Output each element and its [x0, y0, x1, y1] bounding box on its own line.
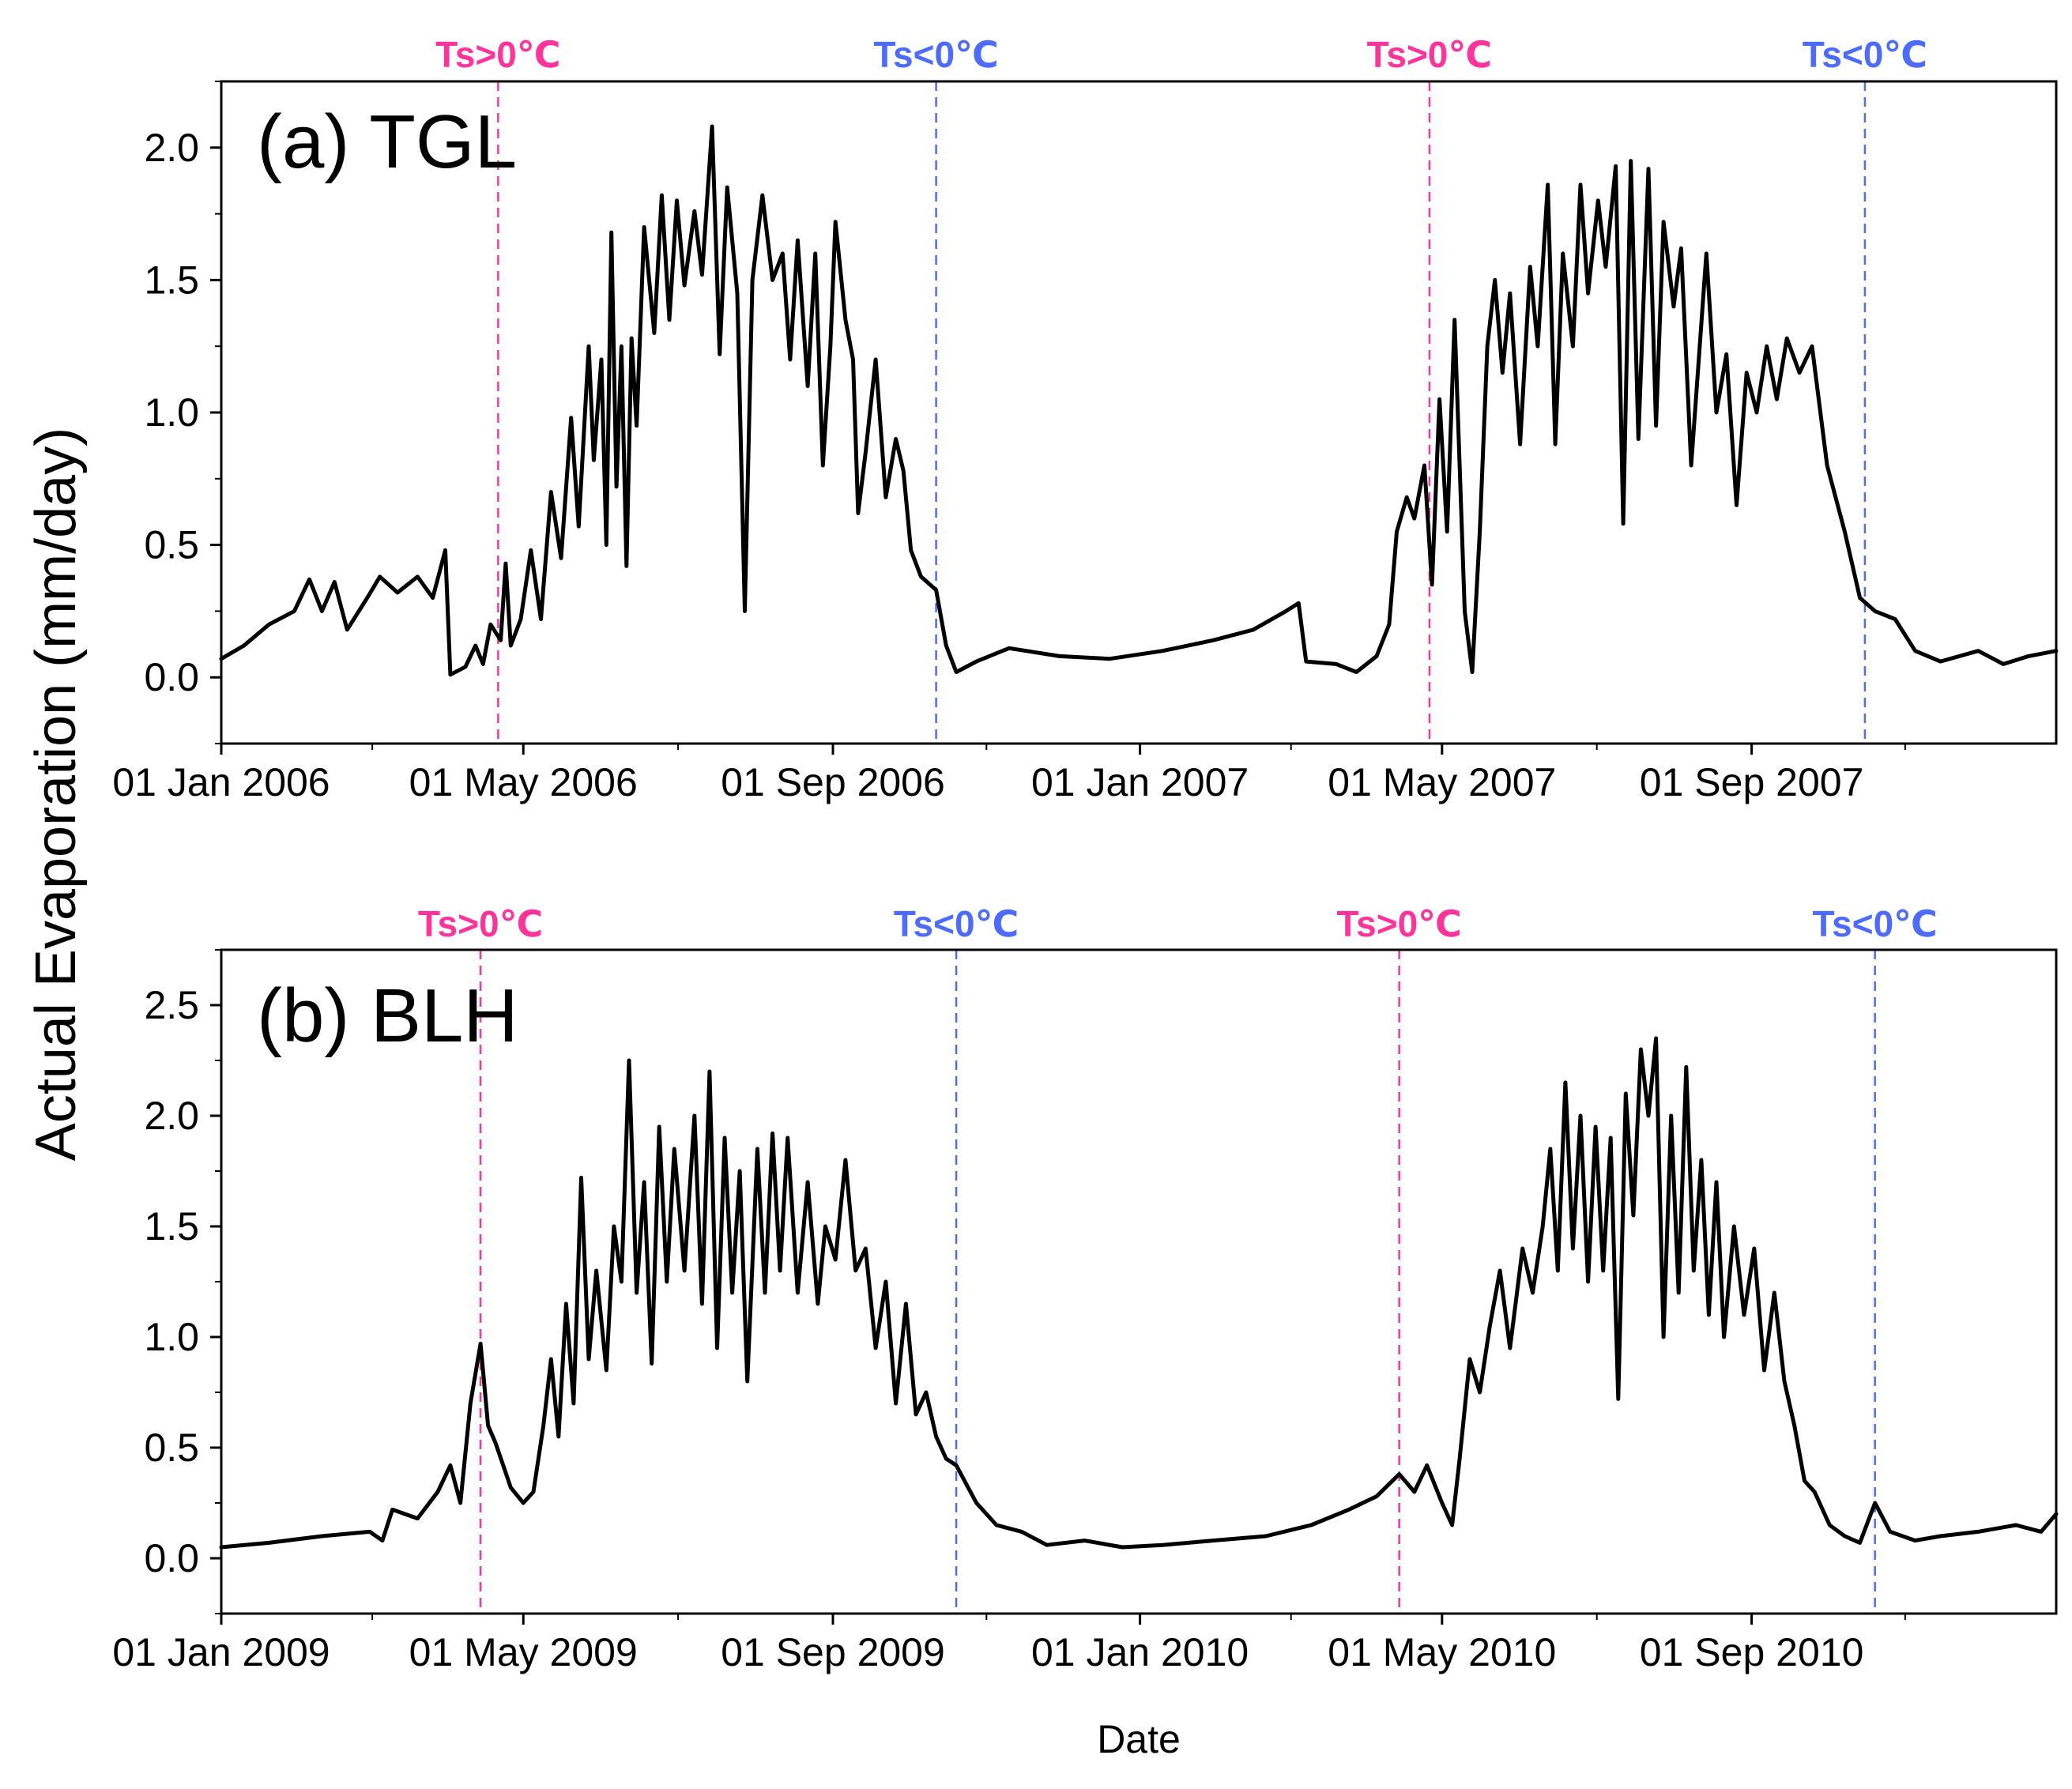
- x-tick-label-4: 01 May 2010: [1328, 1630, 1556, 1674]
- panel-a-y-axis: 0.0 0.5 1.0 1.5 2.0: [144, 81, 221, 744]
- marker-label-1: Ts>0℃: [418, 903, 543, 944]
- y-tick-label-2: 1.0: [144, 390, 199, 435]
- x-tick-label-1: 01 May 2009: [409, 1630, 638, 1674]
- x-tick-label-2: 01 Sep 2009: [721, 1630, 945, 1674]
- y-tick-label-4: 2.0: [144, 1094, 199, 1138]
- marker-label-4: Ts<0℃: [1812, 903, 1937, 944]
- panel-b-label: (b) BLH: [257, 974, 518, 1058]
- marker-label-2: Ts<0℃: [873, 34, 998, 75]
- y-tick-label-3: 1.5: [144, 258, 199, 302]
- marker-label-1: Ts>0℃: [435, 34, 560, 75]
- marker-label-3: Ts>0℃: [1336, 903, 1461, 944]
- panel-a-label: (a) TGL: [257, 100, 517, 184]
- y-tick-label-5: 2.5: [144, 983, 199, 1027]
- x-tick-label-1: 01 May 2006: [409, 760, 638, 804]
- series-line-1: [219, 124, 2059, 677]
- x-axis-title: Date: [1097, 1717, 1181, 1761]
- y-tick-label-1: 0.5: [144, 523, 199, 567]
- panel-a-series: [219, 124, 2059, 677]
- panel-b-series: [219, 1036, 2059, 1550]
- y-tick-label-4: 2.0: [144, 126, 199, 170]
- x-tick-label-3: 01 Jan 2007: [1031, 760, 1249, 804]
- y-tick-label-0: 0.0: [144, 655, 199, 699]
- x-tick-label-0: 01 Jan 2009: [112, 1630, 330, 1674]
- y-tick-label-1: 0.5: [144, 1426, 199, 1470]
- panel-a-tgl: Ts>0℃ Ts<0℃ Ts>0℃ Ts<0℃ 0.0 0.5 1.0 1.5 2.0 01 …: [112, 34, 2059, 804]
- marker-label-4: Ts<0℃: [1803, 34, 1927, 75]
- series-line-1: [219, 1036, 2059, 1550]
- x-tick-label-0: 01 Jan 2006: [112, 760, 330, 804]
- marker-label-3: Ts>0℃: [1367, 34, 1492, 75]
- x-tick-label-4: 01 May 2007: [1328, 760, 1556, 804]
- y-tick-label-0: 0.0: [144, 1536, 199, 1580]
- x-tick-label-5: 01 Sep 2010: [1640, 1630, 1864, 1674]
- panel-a-x-axis: 01 Jan 2006 01 May 2006 01 Sep 2006 01 Jan …: [112, 744, 1906, 804]
- x-tick-label-3: 01 Jan 2010: [1031, 1630, 1249, 1674]
- panel-b-blh: Ts>0℃ Ts<0℃ Ts>0℃ Ts<0℃ 0.00.51.01.52.02.5 …: [112, 903, 2059, 1674]
- panel-b-markers: Ts>0℃ Ts<0℃ Ts>0℃ Ts<0℃: [418, 903, 1938, 1614]
- y-tick-label-3: 1.5: [144, 1204, 199, 1249]
- y-tick-label-2: 1.0: [144, 1315, 199, 1359]
- x-tick-label-2: 01 Sep 2006: [721, 760, 945, 804]
- x-tick-label-5: 01 Sep 2007: [1640, 760, 1864, 804]
- panel-b-y-axis: 0.0 0.5 1.0 1.5 2.0 2.5: [144, 949, 221, 1614]
- marker-label-2: Ts<0℃: [894, 903, 1019, 944]
- panel-b-x-axis: 01 Jan 2009 01 May 2009 01 Sep 2009 01 Jan …: [112, 1614, 1906, 1674]
- y-axis-title: Actual Evaporation (mm/day): [24, 427, 88, 1161]
- panel-a-markers: Ts>0℃ Ts<0℃ Ts>0℃ Ts<0℃: [435, 34, 1927, 744]
